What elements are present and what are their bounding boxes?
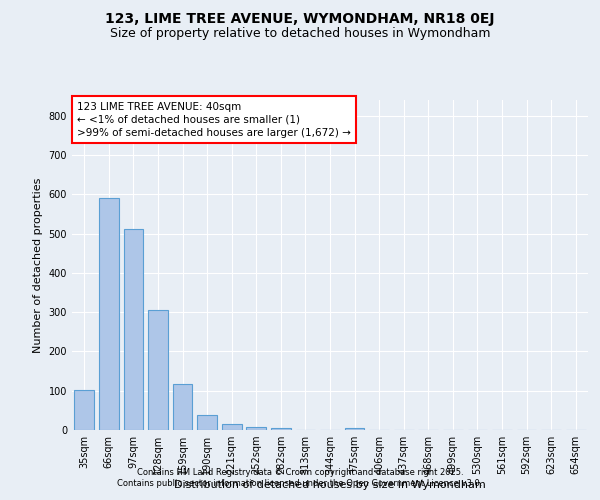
Bar <box>99 198 119 430</box>
Bar <box>247 427 266 430</box>
X-axis label: Distribution of detached houses by size in Wymondham: Distribution of detached houses by size … <box>174 480 486 490</box>
Y-axis label: Number of detached properties: Number of detached properties <box>33 178 43 352</box>
Bar <box>222 424 242 430</box>
Bar <box>345 428 364 430</box>
Text: Size of property relative to detached houses in Wymondham: Size of property relative to detached ho… <box>110 28 490 40</box>
Text: 123 LIME TREE AVENUE: 40sqm
← <1% of detached houses are smaller (1)
>99% of sem: 123 LIME TREE AVENUE: 40sqm ← <1% of det… <box>77 102 351 138</box>
Bar <box>173 384 193 430</box>
Bar <box>74 390 94 430</box>
Bar <box>271 428 290 430</box>
Bar <box>197 416 217 430</box>
Bar <box>124 229 143 430</box>
Text: 123, LIME TREE AVENUE, WYMONDHAM, NR18 0EJ: 123, LIME TREE AVENUE, WYMONDHAM, NR18 0… <box>105 12 495 26</box>
Text: Contains HM Land Registry data © Crown copyright and database right 2025.
Contai: Contains HM Land Registry data © Crown c… <box>118 468 482 487</box>
Bar <box>148 310 168 430</box>
